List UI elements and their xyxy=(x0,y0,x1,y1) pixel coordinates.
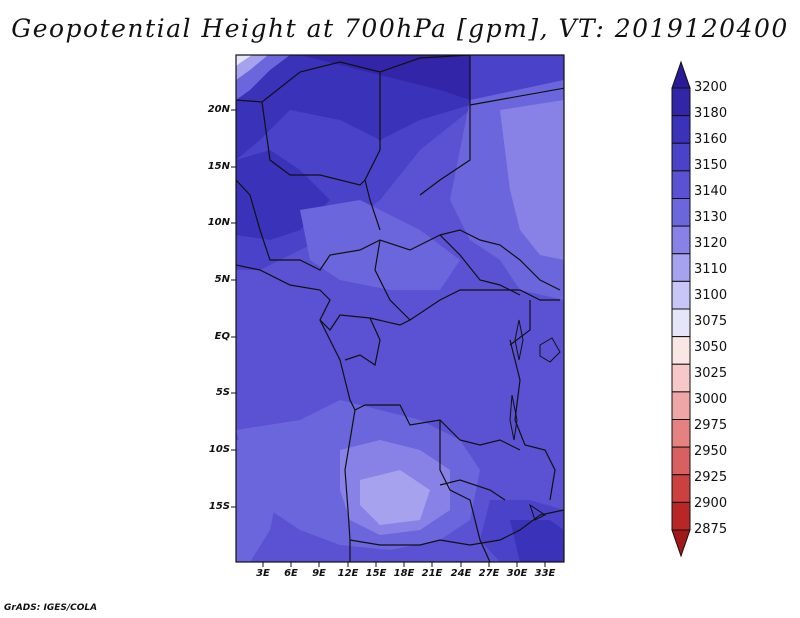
lat-label-10n: 10N xyxy=(207,217,230,228)
colorbar-label: 2950 xyxy=(694,444,728,459)
colorbar-swatch xyxy=(671,391,691,420)
colorbar-label: 2875 xyxy=(694,522,728,537)
colorbar-label: 3025 xyxy=(694,366,728,381)
lon-label-24e: 24E xyxy=(450,568,472,579)
colorbar-swatch xyxy=(671,198,691,227)
lon-label-33e: 33E xyxy=(534,568,556,579)
colorbar-label: 3130 xyxy=(694,210,728,225)
colorbar-label: 3075 xyxy=(694,314,728,329)
lon-label-21e: 21E xyxy=(421,568,443,579)
lon-label-15e: 15E xyxy=(365,568,387,579)
lon-ticks xyxy=(262,562,546,567)
colorbar-label: 2925 xyxy=(694,470,728,485)
colorbar-swatch xyxy=(671,308,691,338)
colorbar-label: 3100 xyxy=(694,288,728,303)
colorbar-swatch xyxy=(671,115,691,144)
colorbar-swatch xyxy=(671,336,691,365)
colorbar-label: 3180 xyxy=(694,106,728,121)
lon-label-9e: 9E xyxy=(312,568,326,579)
lat-ticks xyxy=(231,109,236,508)
lon-label-12e: 12E xyxy=(337,568,359,579)
colorbar-swatch xyxy=(671,142,691,172)
colorbar-label: 3000 xyxy=(694,392,728,407)
contour-field xyxy=(236,55,564,562)
colorbar xyxy=(671,60,691,558)
grads-credit: GrADS: IGES/COLA xyxy=(4,603,98,613)
lon-label-3e: 3E xyxy=(256,568,270,579)
lon-label-18e: 18E xyxy=(393,568,415,579)
colorbar-label: 2975 xyxy=(694,418,728,433)
lakes xyxy=(509,319,561,521)
lon-label-27e: 27E xyxy=(478,568,500,579)
lat-label-10s: 10S xyxy=(208,444,230,455)
colorbar-swatch xyxy=(671,170,691,199)
lat-label-20n: 20N xyxy=(207,104,230,115)
colorbar-swatch xyxy=(671,501,691,531)
lat-label-5n: 5N xyxy=(214,274,230,285)
colorbar-label: 2900 xyxy=(694,496,728,511)
colorbar-swatch xyxy=(671,280,691,310)
colorbar-label: 3140 xyxy=(694,184,728,199)
colorbar-swatch xyxy=(671,363,691,393)
lon-label-6e: 6E xyxy=(284,568,298,579)
colorbar-swatch xyxy=(671,446,691,476)
colorbar-swatch xyxy=(671,87,691,117)
lat-label-15s: 15S xyxy=(208,501,230,512)
colorbar-top-arrow xyxy=(671,60,691,89)
map-title: Geopotential Height at 700hPa [gpm], VT:… xyxy=(11,14,789,43)
lat-label-eq: EQ xyxy=(214,331,230,342)
map-frame xyxy=(235,54,565,563)
colorbar-label: 3200 xyxy=(694,80,728,95)
lat-label-5s: 5S xyxy=(215,387,230,398)
colorbar-label: 3110 xyxy=(694,262,728,277)
colorbar-label: 3150 xyxy=(694,158,728,173)
colorbar-bottom-arrow xyxy=(671,529,691,558)
colorbar-label: 3050 xyxy=(694,340,728,355)
colorbar-label: 3120 xyxy=(694,236,728,251)
lon-label-30e: 30E xyxy=(506,568,528,579)
colorbar-label: 3160 xyxy=(694,132,728,147)
colorbar-swatch xyxy=(671,474,691,503)
country-borders xyxy=(236,55,564,562)
lat-label-15n: 15N xyxy=(207,161,230,172)
colorbar-swatch xyxy=(671,253,691,282)
colorbar-swatch xyxy=(671,419,691,448)
colorbar-swatch xyxy=(671,225,691,255)
